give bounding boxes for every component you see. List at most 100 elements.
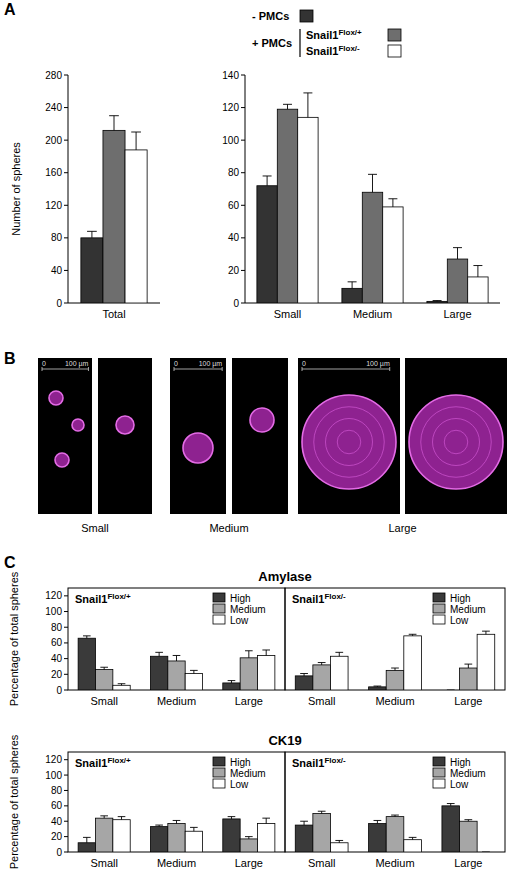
y-tick-label: 100 xyxy=(45,770,62,781)
x-tick-label: Medium xyxy=(375,857,414,869)
text-base: Snail1 xyxy=(75,593,107,605)
text-superscript: Flox/+ xyxy=(107,756,131,765)
marks xyxy=(81,116,147,303)
error-cap xyxy=(155,652,163,653)
error-bar xyxy=(118,684,126,686)
y-axis-label: Percentage of total spheres xyxy=(8,734,20,869)
y-tick xyxy=(64,172,68,173)
plot-frame xyxy=(285,588,505,690)
y-tick-label: 0 xyxy=(56,685,62,696)
x-tick-label: Large xyxy=(454,695,482,707)
bar xyxy=(240,839,257,852)
y-tick xyxy=(64,595,68,596)
error-cap xyxy=(409,837,417,838)
x-tick-label: Small xyxy=(90,857,118,869)
y-tick-label: 80 xyxy=(51,785,63,796)
error-bar xyxy=(118,817,126,820)
sphere-texture xyxy=(337,430,361,454)
error-line xyxy=(477,266,478,277)
bar xyxy=(223,819,240,852)
bar xyxy=(330,843,348,852)
bar xyxy=(477,634,495,690)
sphere-texture xyxy=(326,419,373,466)
chart: SmallMediumLargeSnail1Flox/-HighMediumLo… xyxy=(285,588,505,707)
figure: ABC04080120160200240280TotalNumber of sp… xyxy=(0,0,510,876)
error-cap xyxy=(100,667,108,668)
y-tick-label: 120 xyxy=(45,200,62,211)
error-cap xyxy=(83,837,91,838)
error-bar xyxy=(131,132,141,150)
y-tick-label: 60 xyxy=(228,200,240,211)
error-bar xyxy=(391,668,399,670)
y-tick xyxy=(64,237,68,238)
chart: 04080120160200240280TotalNumber of spher… xyxy=(10,10,401,320)
sphere xyxy=(409,395,503,489)
plot-frame xyxy=(68,752,285,852)
error-bar xyxy=(348,282,357,289)
legend-swatch xyxy=(213,593,225,602)
error-line xyxy=(266,818,267,823)
y-tick-label: 20 xyxy=(51,831,63,842)
y-tick xyxy=(64,107,68,108)
error-cap xyxy=(109,115,119,116)
text-base: Snail1 xyxy=(75,757,107,769)
error-line xyxy=(307,93,308,117)
scale-bar-tick xyxy=(174,367,175,371)
legend-bracket xyxy=(299,29,300,57)
legend-label: High xyxy=(450,593,471,604)
bar xyxy=(386,670,404,690)
legend-label: Medium xyxy=(230,604,266,615)
error-line xyxy=(392,199,393,207)
y-tick-label: 200 xyxy=(45,135,62,146)
error-line xyxy=(121,817,122,820)
error-bar xyxy=(464,664,472,668)
text-base: Snail1 xyxy=(306,45,338,57)
error-line xyxy=(176,655,177,660)
y-axis-label: Percentage of total spheres xyxy=(8,571,20,706)
x-tick-label: Medium xyxy=(353,308,392,320)
legend-swatch xyxy=(388,45,401,57)
error-line xyxy=(457,248,458,259)
error-line xyxy=(267,176,268,186)
error-cap xyxy=(374,820,382,821)
error-bar xyxy=(245,837,253,839)
error-cap xyxy=(228,816,236,817)
error-bar xyxy=(83,837,91,842)
y-tick xyxy=(64,775,68,776)
y-tick-label: 240 xyxy=(45,102,62,113)
error-cap xyxy=(447,690,455,691)
chart: 020406080100120SmallMediumLargePercentag… xyxy=(8,569,312,707)
y-tick xyxy=(64,805,68,806)
y-tick xyxy=(64,836,68,837)
error-line xyxy=(176,820,177,823)
text-superscript: Flox/+ xyxy=(338,28,362,37)
bar xyxy=(468,277,488,303)
legend-swatch xyxy=(213,604,225,613)
error-cap xyxy=(245,650,253,651)
error-bar xyxy=(263,176,272,186)
panel-label: A xyxy=(4,1,16,18)
scale-bar xyxy=(174,369,222,370)
micrograph xyxy=(232,358,288,514)
y-tick xyxy=(241,237,245,238)
x-tick-label: Large xyxy=(443,308,471,320)
error-bar xyxy=(368,174,377,192)
bar xyxy=(383,207,403,303)
error-bar xyxy=(245,651,253,658)
scale-bar-label: 100 µm xyxy=(366,360,390,368)
error-line xyxy=(339,652,340,656)
error-line xyxy=(266,650,267,655)
sphere xyxy=(183,433,213,463)
y-tick-label: 120 xyxy=(45,590,62,601)
bar xyxy=(404,840,422,852)
y-tick-label: 40 xyxy=(228,232,240,243)
legend-swatch xyxy=(300,10,313,22)
error-line xyxy=(485,631,486,634)
error-line xyxy=(304,821,305,825)
scale-bar-tick xyxy=(302,367,303,371)
error-cap xyxy=(318,662,326,663)
scale-bar-label: 0 xyxy=(302,360,306,367)
sphere xyxy=(72,419,84,431)
bar xyxy=(369,824,387,852)
error-cap xyxy=(482,852,490,853)
